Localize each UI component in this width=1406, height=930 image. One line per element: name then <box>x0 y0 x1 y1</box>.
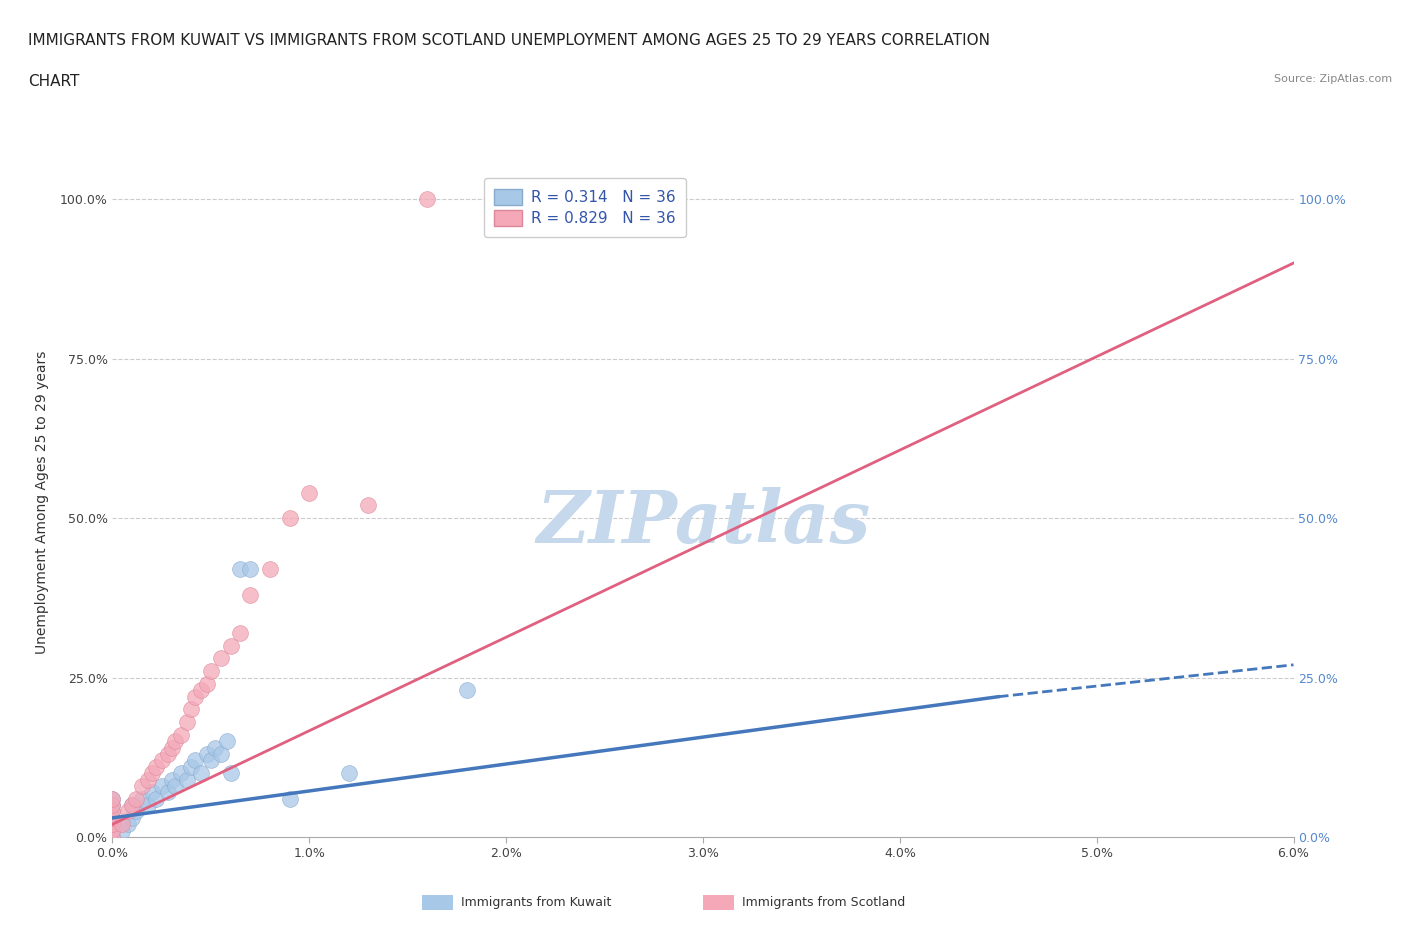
Point <box>125 791 148 806</box>
Point <box>141 765 163 780</box>
Point <box>131 778 153 793</box>
Point <box>101 817 124 831</box>
Point <box>219 765 242 780</box>
Point <box>278 791 301 806</box>
Point <box>111 823 134 838</box>
Point <box>101 810 124 825</box>
Text: Immigrants from Scotland: Immigrants from Scotland <box>742 896 905 909</box>
Point <box>176 772 198 787</box>
Point <box>121 810 143 825</box>
Point <box>125 804 148 819</box>
Legend: R = 0.314   N = 36, R = 0.829   N = 36: R = 0.314 N = 36, R = 0.829 N = 36 <box>484 179 686 237</box>
Point <box>239 562 262 577</box>
Point <box>121 798 143 813</box>
Point <box>101 823 124 838</box>
Point <box>219 638 242 653</box>
Point <box>165 778 187 793</box>
Point <box>357 498 380 512</box>
Point <box>495 192 517 206</box>
Point <box>101 817 124 831</box>
Text: Source: ZipAtlas.com: Source: ZipAtlas.com <box>1274 74 1392 85</box>
Point <box>131 791 153 806</box>
Point <box>101 830 124 844</box>
Point <box>298 485 321 500</box>
Point <box>229 562 252 577</box>
Point <box>456 683 478 698</box>
Point <box>101 791 124 806</box>
Y-axis label: Unemployment Among Ages 25 to 29 years: Unemployment Among Ages 25 to 29 years <box>35 351 49 654</box>
Point <box>101 798 124 813</box>
Point <box>200 753 222 768</box>
Point <box>145 791 167 806</box>
Point <box>101 830 124 844</box>
Point <box>121 798 143 813</box>
Point <box>239 587 262 602</box>
Point <box>278 511 301 525</box>
Point <box>200 664 222 679</box>
Point <box>160 772 183 787</box>
Point <box>156 747 179 762</box>
Point <box>204 740 226 755</box>
Point <box>150 778 173 793</box>
Point <box>160 740 183 755</box>
Point <box>156 785 179 800</box>
Point <box>259 562 281 577</box>
Point <box>165 734 187 749</box>
Point <box>209 651 232 666</box>
Text: IMMIGRANTS FROM KUWAIT VS IMMIGRANTS FROM SCOTLAND UNEMPLOYMENT AMONG AGES 25 TO: IMMIGRANTS FROM KUWAIT VS IMMIGRANTS FRO… <box>28 33 990 47</box>
Text: CHART: CHART <box>28 74 80 89</box>
Point <box>195 747 218 762</box>
Point <box>195 676 218 691</box>
Point <box>229 626 252 641</box>
Text: Immigrants from Kuwait: Immigrants from Kuwait <box>461 896 612 909</box>
Point <box>136 798 159 813</box>
Point <box>215 734 238 749</box>
Point <box>416 192 439 206</box>
Point <box>101 798 124 813</box>
FancyBboxPatch shape <box>415 892 461 912</box>
Point <box>136 772 159 787</box>
FancyBboxPatch shape <box>696 892 742 912</box>
Point <box>101 823 124 838</box>
Point <box>184 689 207 704</box>
Point <box>176 715 198 730</box>
Point <box>337 765 360 780</box>
Point <box>101 804 124 819</box>
Point <box>180 760 202 775</box>
Point <box>170 727 193 742</box>
Point <box>111 817 134 831</box>
Point <box>190 765 212 780</box>
Point <box>101 791 124 806</box>
Point <box>190 683 212 698</box>
Point <box>101 804 124 819</box>
Point <box>145 760 167 775</box>
Point <box>184 753 207 768</box>
Point <box>117 817 139 831</box>
Point <box>141 785 163 800</box>
Point <box>101 810 124 825</box>
Point <box>117 804 139 819</box>
Point <box>170 765 193 780</box>
Point <box>209 747 232 762</box>
Text: ZIPatlas: ZIPatlas <box>536 486 870 558</box>
Point <box>180 702 202 717</box>
Point <box>150 753 173 768</box>
